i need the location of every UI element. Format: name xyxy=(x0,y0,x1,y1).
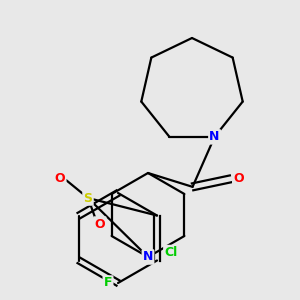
Text: S: S xyxy=(83,191,92,205)
Text: O: O xyxy=(55,172,65,184)
Text: N: N xyxy=(209,130,220,143)
Text: O: O xyxy=(95,218,105,230)
Text: N: N xyxy=(143,250,153,263)
Text: Cl: Cl xyxy=(164,246,178,259)
Text: O: O xyxy=(233,172,244,185)
Text: F: F xyxy=(104,277,112,290)
